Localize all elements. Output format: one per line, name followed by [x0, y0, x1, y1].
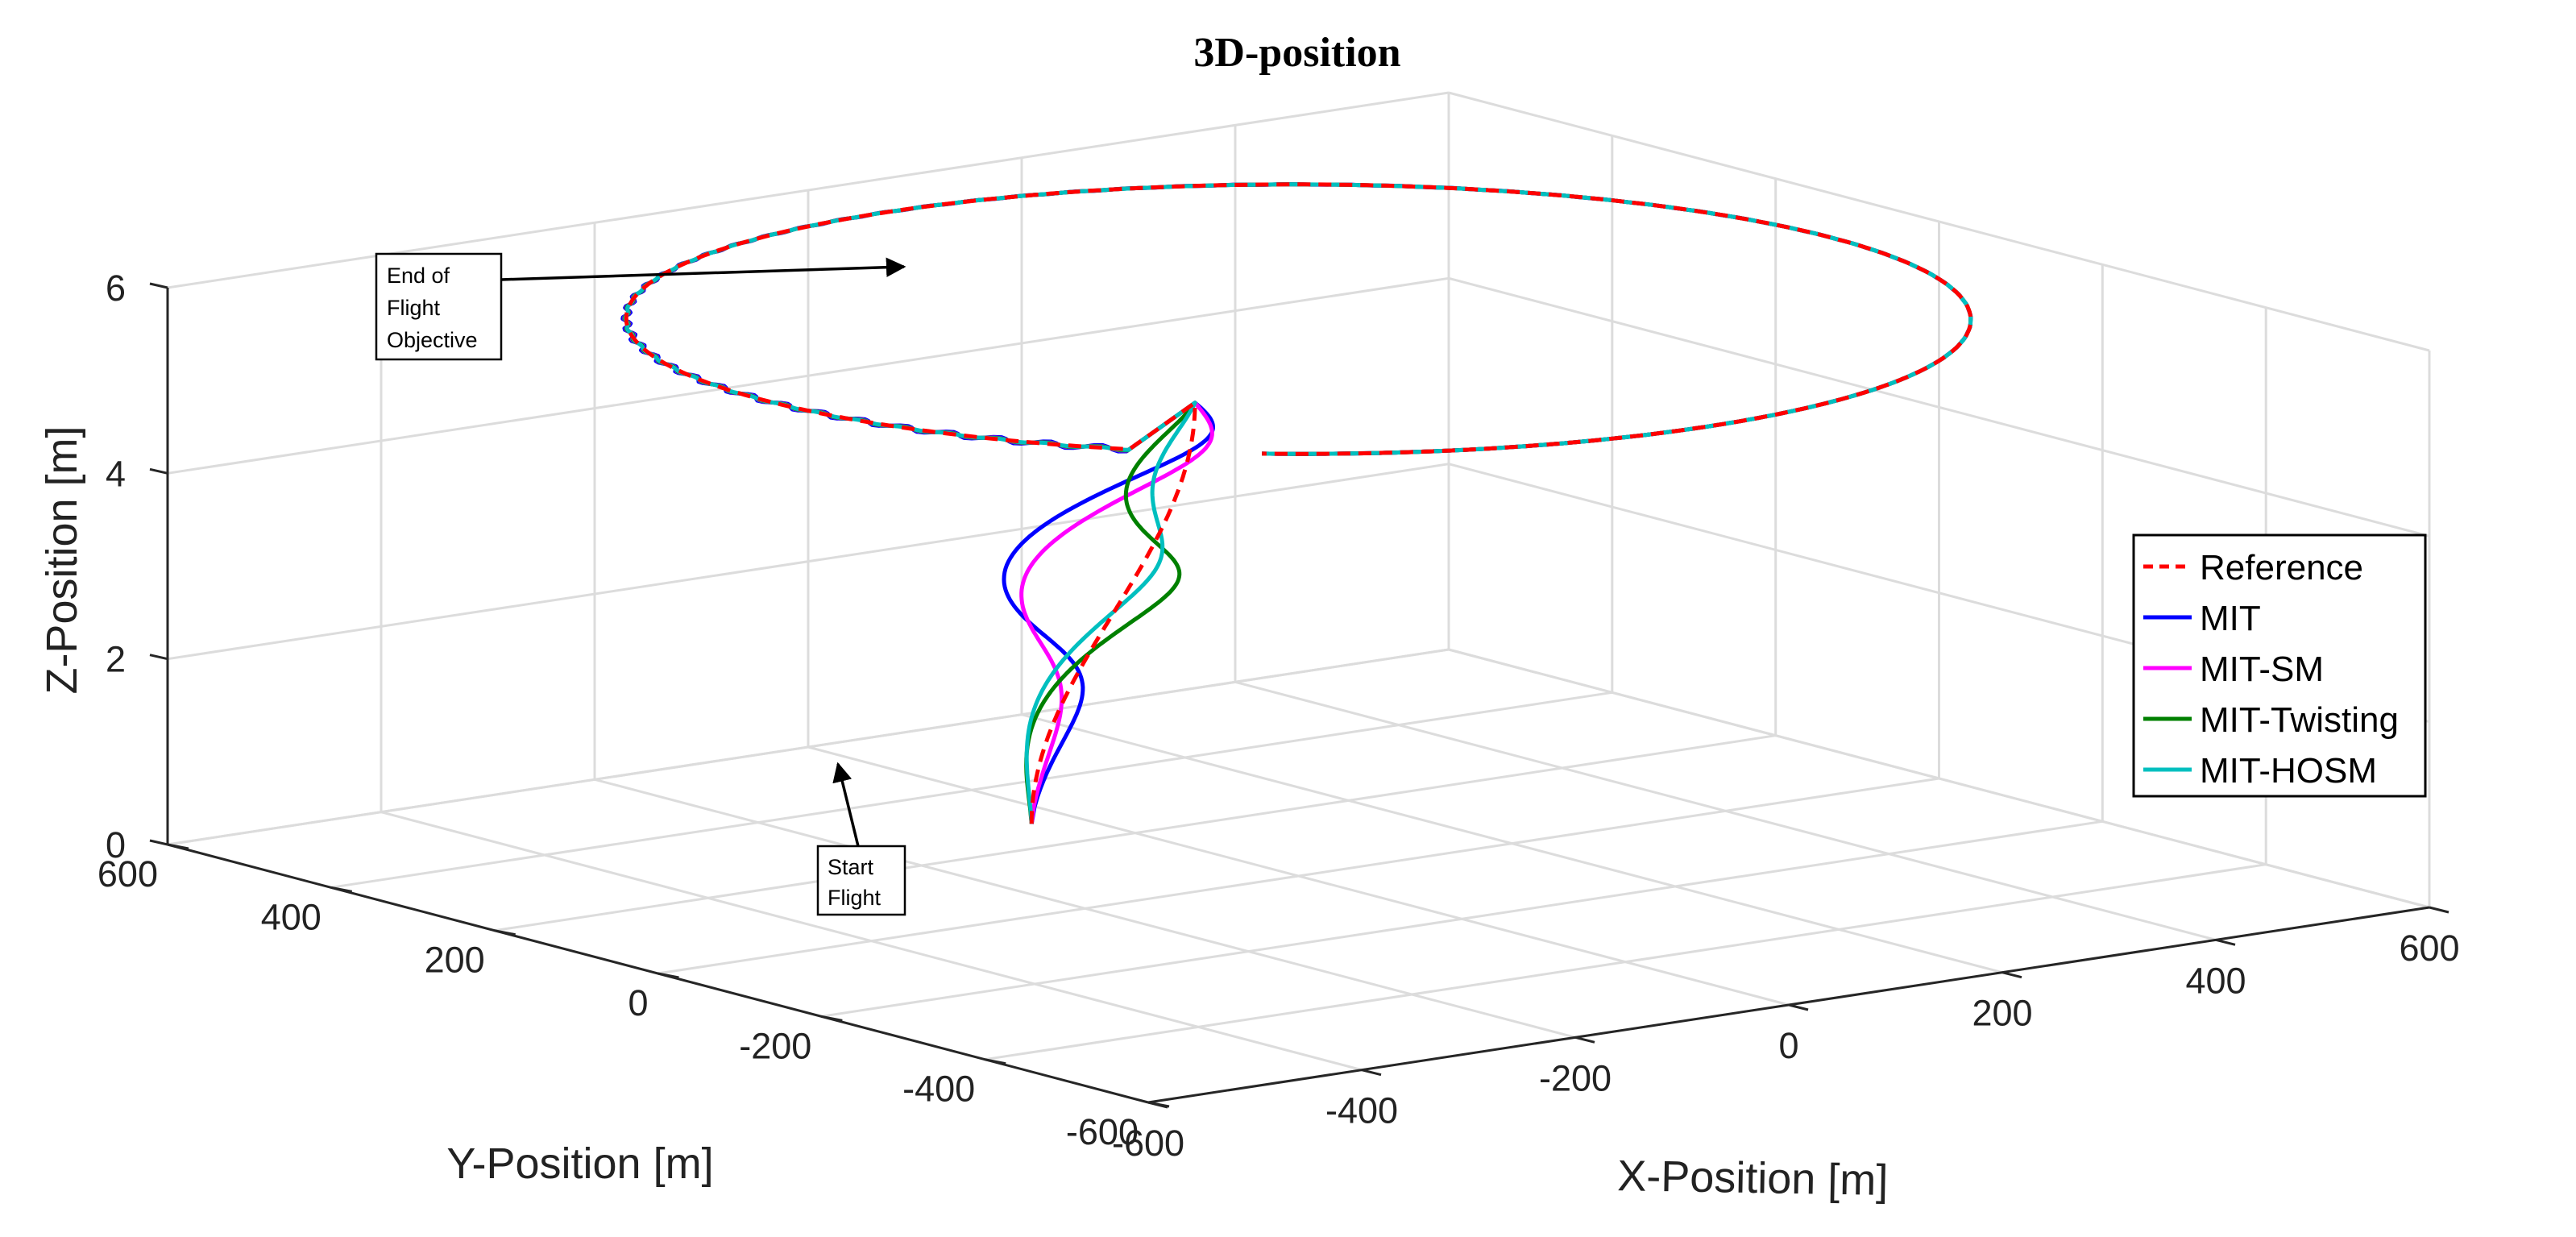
legend-item-mit-hosm: MIT-HOSM [2143, 751, 2377, 791]
y-axis-title: Y-Position [m] [446, 1139, 713, 1188]
grid-line-backwall-z [167, 463, 1450, 661]
z-tick-mark [149, 654, 168, 661]
tick-label-layer: -600-400-2000200400600-600-400-200020040… [97, 268, 2460, 1164]
y-tick-label: 400 [261, 896, 321, 937]
grid-line-floor-y [821, 820, 2103, 1018]
grid-line-backwall-z [167, 648, 1450, 846]
y-tick-mark [330, 886, 353, 893]
grid-line-sidewall-z [1448, 276, 2430, 538]
series-line-mit-sm [622, 182, 1973, 824]
x-tick-label: 600 [2399, 928, 2459, 969]
grid-layer [166, 91, 2431, 1104]
svg-text:MIT-Twisting: MIT-Twisting [2200, 700, 2399, 740]
y-tick-label: -400 [902, 1069, 975, 1110]
series-layer [620, 182, 1973, 824]
svg-text:Objective: Objective [387, 328, 478, 352]
series-line-mit-hosm [623, 182, 1973, 824]
series-line-mit-twisting [622, 182, 1973, 824]
z-tick-label: 2 [106, 639, 126, 680]
x-tick-mark [2001, 971, 2022, 979]
y-tick-mark [984, 1058, 1006, 1065]
grid-line-floor-y [494, 734, 1776, 932]
legend-item-reference: Reference [2143, 548, 2363, 587]
legend-item-mit: MIT [2143, 599, 2261, 638]
y-tick-mark [821, 1015, 843, 1022]
svg-text:MIT-SM: MIT-SM [2200, 650, 2324, 689]
y-tick-mark [494, 929, 516, 936]
x-tick-mark [1574, 1036, 1595, 1044]
x-tick-label: -200 [1539, 1057, 1612, 1098]
y-tick-label: 200 [425, 940, 485, 981]
svg-text:Flight: Flight [828, 886, 881, 910]
x-tick-label: 200 [1972, 993, 2032, 1034]
svg-text:Reference: Reference [2200, 548, 2363, 587]
x-tick-mark [1361, 1069, 1382, 1077]
svg-text:Flight: Flight [387, 296, 441, 320]
z-tick-label: 6 [106, 268, 126, 309]
series-line-reference [624, 182, 1973, 824]
x-tick-mark [2429, 906, 2449, 914]
grid-line-floor-y [984, 863, 2267, 1061]
grid-line-backwall-z [167, 276, 1450, 475]
z-axis-title: Z-Position [m] [38, 425, 86, 694]
y-tick-label: -600 [1066, 1111, 1139, 1152]
y-tick-label: 0 [628, 982, 648, 1023]
z-tick-mark [149, 839, 168, 846]
legend: Reference MIT MIT-SM MIT-Twisting MIT-HO… [2132, 533, 2427, 798]
svg-text:End of: End of [387, 264, 450, 288]
grid-line-floor-y [330, 691, 1613, 889]
annotation-end-of-flight: End of Flight Objective [375, 252, 906, 361]
chart-title: 3D-position [1193, 30, 1400, 76]
z-tick-mark [149, 282, 168, 289]
grid-line-sidewall-z [1448, 91, 2430, 352]
svg-text:MIT: MIT [2200, 599, 2261, 638]
x-tick-label: -600 [1112, 1123, 1184, 1164]
y-tick-mark [657, 972, 679, 979]
grid-line-sidewall-z [1448, 648, 2430, 909]
svg-text:MIT-HOSM: MIT-HOSM [2200, 751, 2377, 791]
y-tick-label: -200 [739, 1025, 811, 1066]
y-tick-mark [1147, 1101, 1170, 1108]
svg-text:Start: Start [828, 855, 874, 879]
y-tick-label: 600 [97, 853, 158, 895]
axis-layer [149, 282, 2449, 1109]
grid-line-floor-y [657, 777, 1939, 975]
x-tick-mark [1788, 1003, 1809, 1011]
z-tick-label: 0 [106, 824, 126, 865]
z-tick-label: 4 [106, 453, 126, 494]
z-tick-mark [149, 467, 168, 475]
annotation-start-flight: Start Flight [816, 762, 906, 916]
x-axis-title: X-Position [m] [1617, 1152, 1889, 1205]
x-tick-label: 400 [2185, 960, 2246, 1001]
legend-item-mit-sm: MIT-SM [2143, 650, 2324, 689]
series-line-mit [620, 182, 1973, 824]
y-tick-mark [167, 843, 189, 850]
x-tick-label: 0 [1778, 1025, 1798, 1066]
x-tick-label: -400 [1325, 1090, 1398, 1131]
x-tick-mark [2215, 938, 2236, 946]
legend-item-mit-twisting: MIT-Twisting [2143, 700, 2399, 740]
